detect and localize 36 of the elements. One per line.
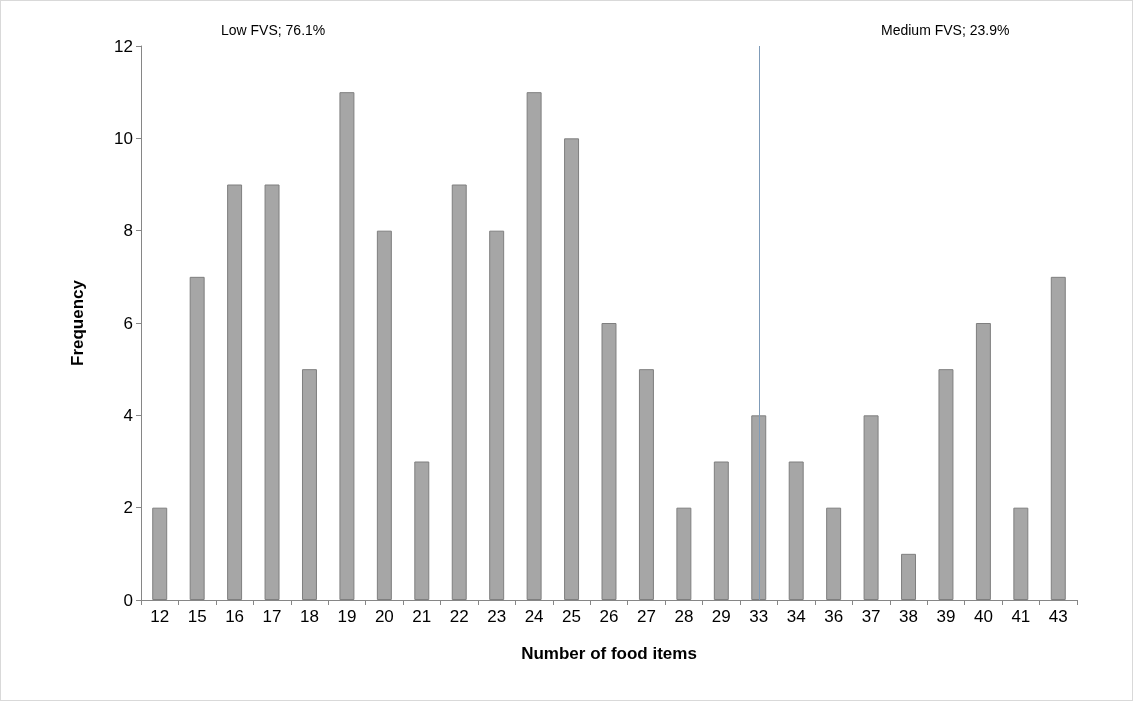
x-tick-label: 16 xyxy=(225,607,245,626)
x-tick-label: 38 xyxy=(899,607,918,626)
x-tick-label: 33 xyxy=(749,607,769,626)
x-tick-label: 43 xyxy=(1048,607,1068,626)
x-tick-label: 18 xyxy=(300,607,319,626)
x-tick-label: 29 xyxy=(711,607,731,626)
x-tick-label: 15 xyxy=(187,607,207,626)
x-tick-label: 34 xyxy=(786,607,806,626)
y-tick-label: 2 xyxy=(123,498,133,518)
y-tick-label: 10 xyxy=(114,128,133,148)
x-tick-label: 36 xyxy=(824,607,844,626)
x-tick-label: 40 xyxy=(973,607,993,626)
x-tick-label: 25 xyxy=(562,607,582,626)
x-tick-label: 27 xyxy=(636,607,656,626)
y-tick-label: 0 xyxy=(123,590,133,610)
x-tick-label: 21 xyxy=(412,607,432,626)
x-axis-title: Number of food items xyxy=(521,644,697,663)
x-tick-label: 26 xyxy=(599,607,619,626)
x-tick-label: 20 xyxy=(374,607,394,626)
x-tick-label: 37 xyxy=(861,607,881,626)
x-tick-label: 39 xyxy=(936,607,956,626)
x-tick-label: 17 xyxy=(262,607,282,626)
x-tick-label: 23 xyxy=(487,607,507,626)
y-tick-label: 12 xyxy=(114,36,133,56)
x-tick-label: 22 xyxy=(449,607,469,626)
x-tick-label: 28 xyxy=(674,607,694,626)
text: Medium FVS; 23.9% xyxy=(881,22,1010,38)
y-axis-title: Frequency xyxy=(68,279,87,366)
y-tick-label: 6 xyxy=(123,313,133,333)
x-tick-label: 41 xyxy=(1011,607,1031,626)
x-tick-label: 19 xyxy=(337,607,357,626)
text: Low FVS; 76.1% xyxy=(221,22,326,38)
y-tick-label: 8 xyxy=(123,221,133,241)
x-tick-label: 24 xyxy=(524,607,544,626)
x-tick-label: 12 xyxy=(150,607,170,626)
y-tick-label: 4 xyxy=(123,405,133,425)
